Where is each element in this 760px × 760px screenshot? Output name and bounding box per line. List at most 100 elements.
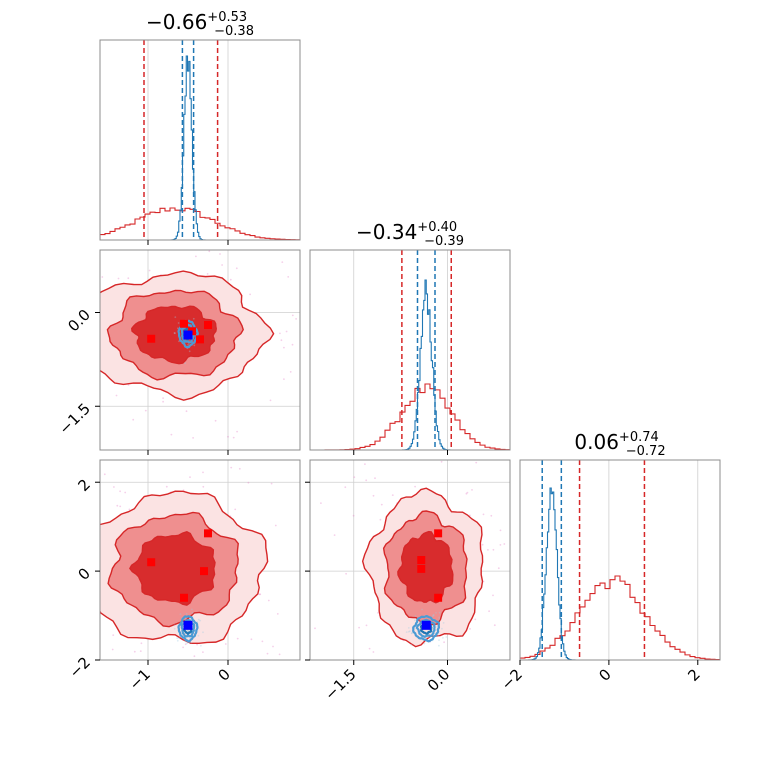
scatter-point-red (380, 503, 383, 506)
scatter-point-blue (177, 327, 179, 330)
sample-point-red (204, 321, 212, 329)
scatter-point-blue (432, 614, 435, 617)
scatter-point-red (377, 612, 379, 614)
scatter-point-red (81, 494, 83, 496)
scatter-point-blue (419, 619, 421, 622)
scatter-point-red (87, 584, 89, 586)
scatter-point-red (258, 593, 261, 596)
scatter-point-red (28, 556, 30, 558)
scatter-point-red (92, 310, 94, 312)
scatter-point-red (61, 350, 63, 352)
sample-point-red (147, 334, 156, 343)
x-tick-label: 0 (595, 665, 614, 684)
scatter-point-red (98, 391, 100, 393)
scatter-point-red (51, 527, 53, 529)
sample-point-red (417, 564, 426, 573)
scatter-point-red (74, 398, 76, 400)
contour-red-level-3 (131, 305, 217, 365)
scatter-point-red (113, 486, 115, 488)
scatter-point-red (71, 513, 73, 515)
scatter-point-red (170, 433, 173, 436)
scatter-point-red (482, 513, 485, 516)
scatter-point-red (276, 613, 279, 615)
scatter-point-red (133, 650, 136, 653)
scatter-point-blue (410, 632, 413, 635)
scatter-point-blue (187, 343, 190, 346)
scatter-point-red (57, 385, 59, 387)
scatter-point-red (344, 486, 347, 489)
scatter-point-blue (190, 641, 193, 644)
scatter-point-red (162, 400, 165, 403)
sample-point-red (434, 529, 443, 538)
scatter-point-red (320, 502, 322, 504)
scatter-point-red (283, 378, 285, 380)
scatter-point-blue (437, 634, 440, 637)
scatter-point-red (235, 267, 238, 270)
scatter-point-red (127, 384, 130, 386)
sample-point-red (180, 593, 188, 602)
scatter-point-red (272, 645, 274, 648)
marginal-hist-blue (520, 487, 720, 660)
scatter-point-blue (405, 631, 408, 633)
scatter-point-red (419, 662, 421, 664)
scatter-point-red (280, 339, 283, 342)
scatter-point-red (358, 626, 360, 629)
scatter-point-red (353, 476, 356, 479)
scatter-point-red (115, 394, 118, 397)
scatter-point-red (289, 371, 292, 373)
scatter-point-blue (176, 639, 179, 642)
scatter-point-red (321, 219, 323, 221)
contour-blue-level-1 (177, 319, 199, 349)
marginal-hist-blue (310, 279, 510, 450)
scatter-point-red (202, 485, 205, 488)
scatter-point-red (368, 647, 371, 650)
scatter-point-red (487, 549, 489, 551)
sample-point-red (204, 529, 212, 538)
scatter-point-blue (197, 634, 200, 637)
scatter-point-red (372, 494, 375, 497)
scatter-point-blue (410, 643, 413, 646)
marginal-hist-blue (100, 55, 300, 240)
scatter-point-red (471, 489, 473, 491)
scatter-point-red (2, 518, 4, 520)
scatter-point-red (195, 703, 197, 705)
marginal-hist-red (520, 575, 720, 660)
joint-panel-2-frame (99, 459, 301, 661)
scatter-point-red (488, 610, 490, 613)
scatter-point-red (140, 642, 143, 645)
scatter-point-red (250, 638, 253, 641)
scatter-point-blue (435, 612, 437, 614)
scatter-point-blue (184, 362, 187, 365)
scatter-point-red (247, 481, 250, 484)
scatter-point-red (196, 643, 199, 646)
scatter-point-red (274, 524, 277, 527)
scatter-point-blue (188, 350, 191, 353)
scatter-point-red (249, 293, 252, 296)
scatter-point-red (162, 397, 165, 399)
scatter-point-red (116, 504, 119, 507)
scatter-point-red (270, 482, 273, 485)
x-tick-label: −1 (126, 665, 154, 693)
scatter-point-red (499, 529, 502, 532)
scatter-point-red (66, 453, 68, 455)
scatter-point-red (32, 295, 34, 297)
scatter-point-red (469, 514, 471, 517)
scatter-point-blue (407, 627, 410, 629)
scatter-point-red (112, 634, 115, 636)
scatter-point-red (236, 430, 239, 433)
scatter-point-red (229, 278, 232, 281)
panel-title-1: −0.66+0.53 −0.38 (146, 10, 254, 39)
scatter-point-red (450, 667, 452, 669)
scatter-point-red (213, 699, 215, 701)
scatter-point-red (41, 301, 43, 303)
scatter-point-red (101, 276, 104, 278)
scatter-point-red (202, 471, 204, 474)
scatter-point-blue (174, 316, 177, 318)
scatter-point-red (185, 410, 188, 413)
scatter-point-blue (176, 637, 179, 640)
scatter-point-red (492, 548, 495, 551)
scatter-point-red (379, 518, 382, 521)
scatter-point-blue (438, 616, 441, 619)
scatter-point-red (124, 666, 126, 668)
scatter-point-red (206, 273, 209, 275)
